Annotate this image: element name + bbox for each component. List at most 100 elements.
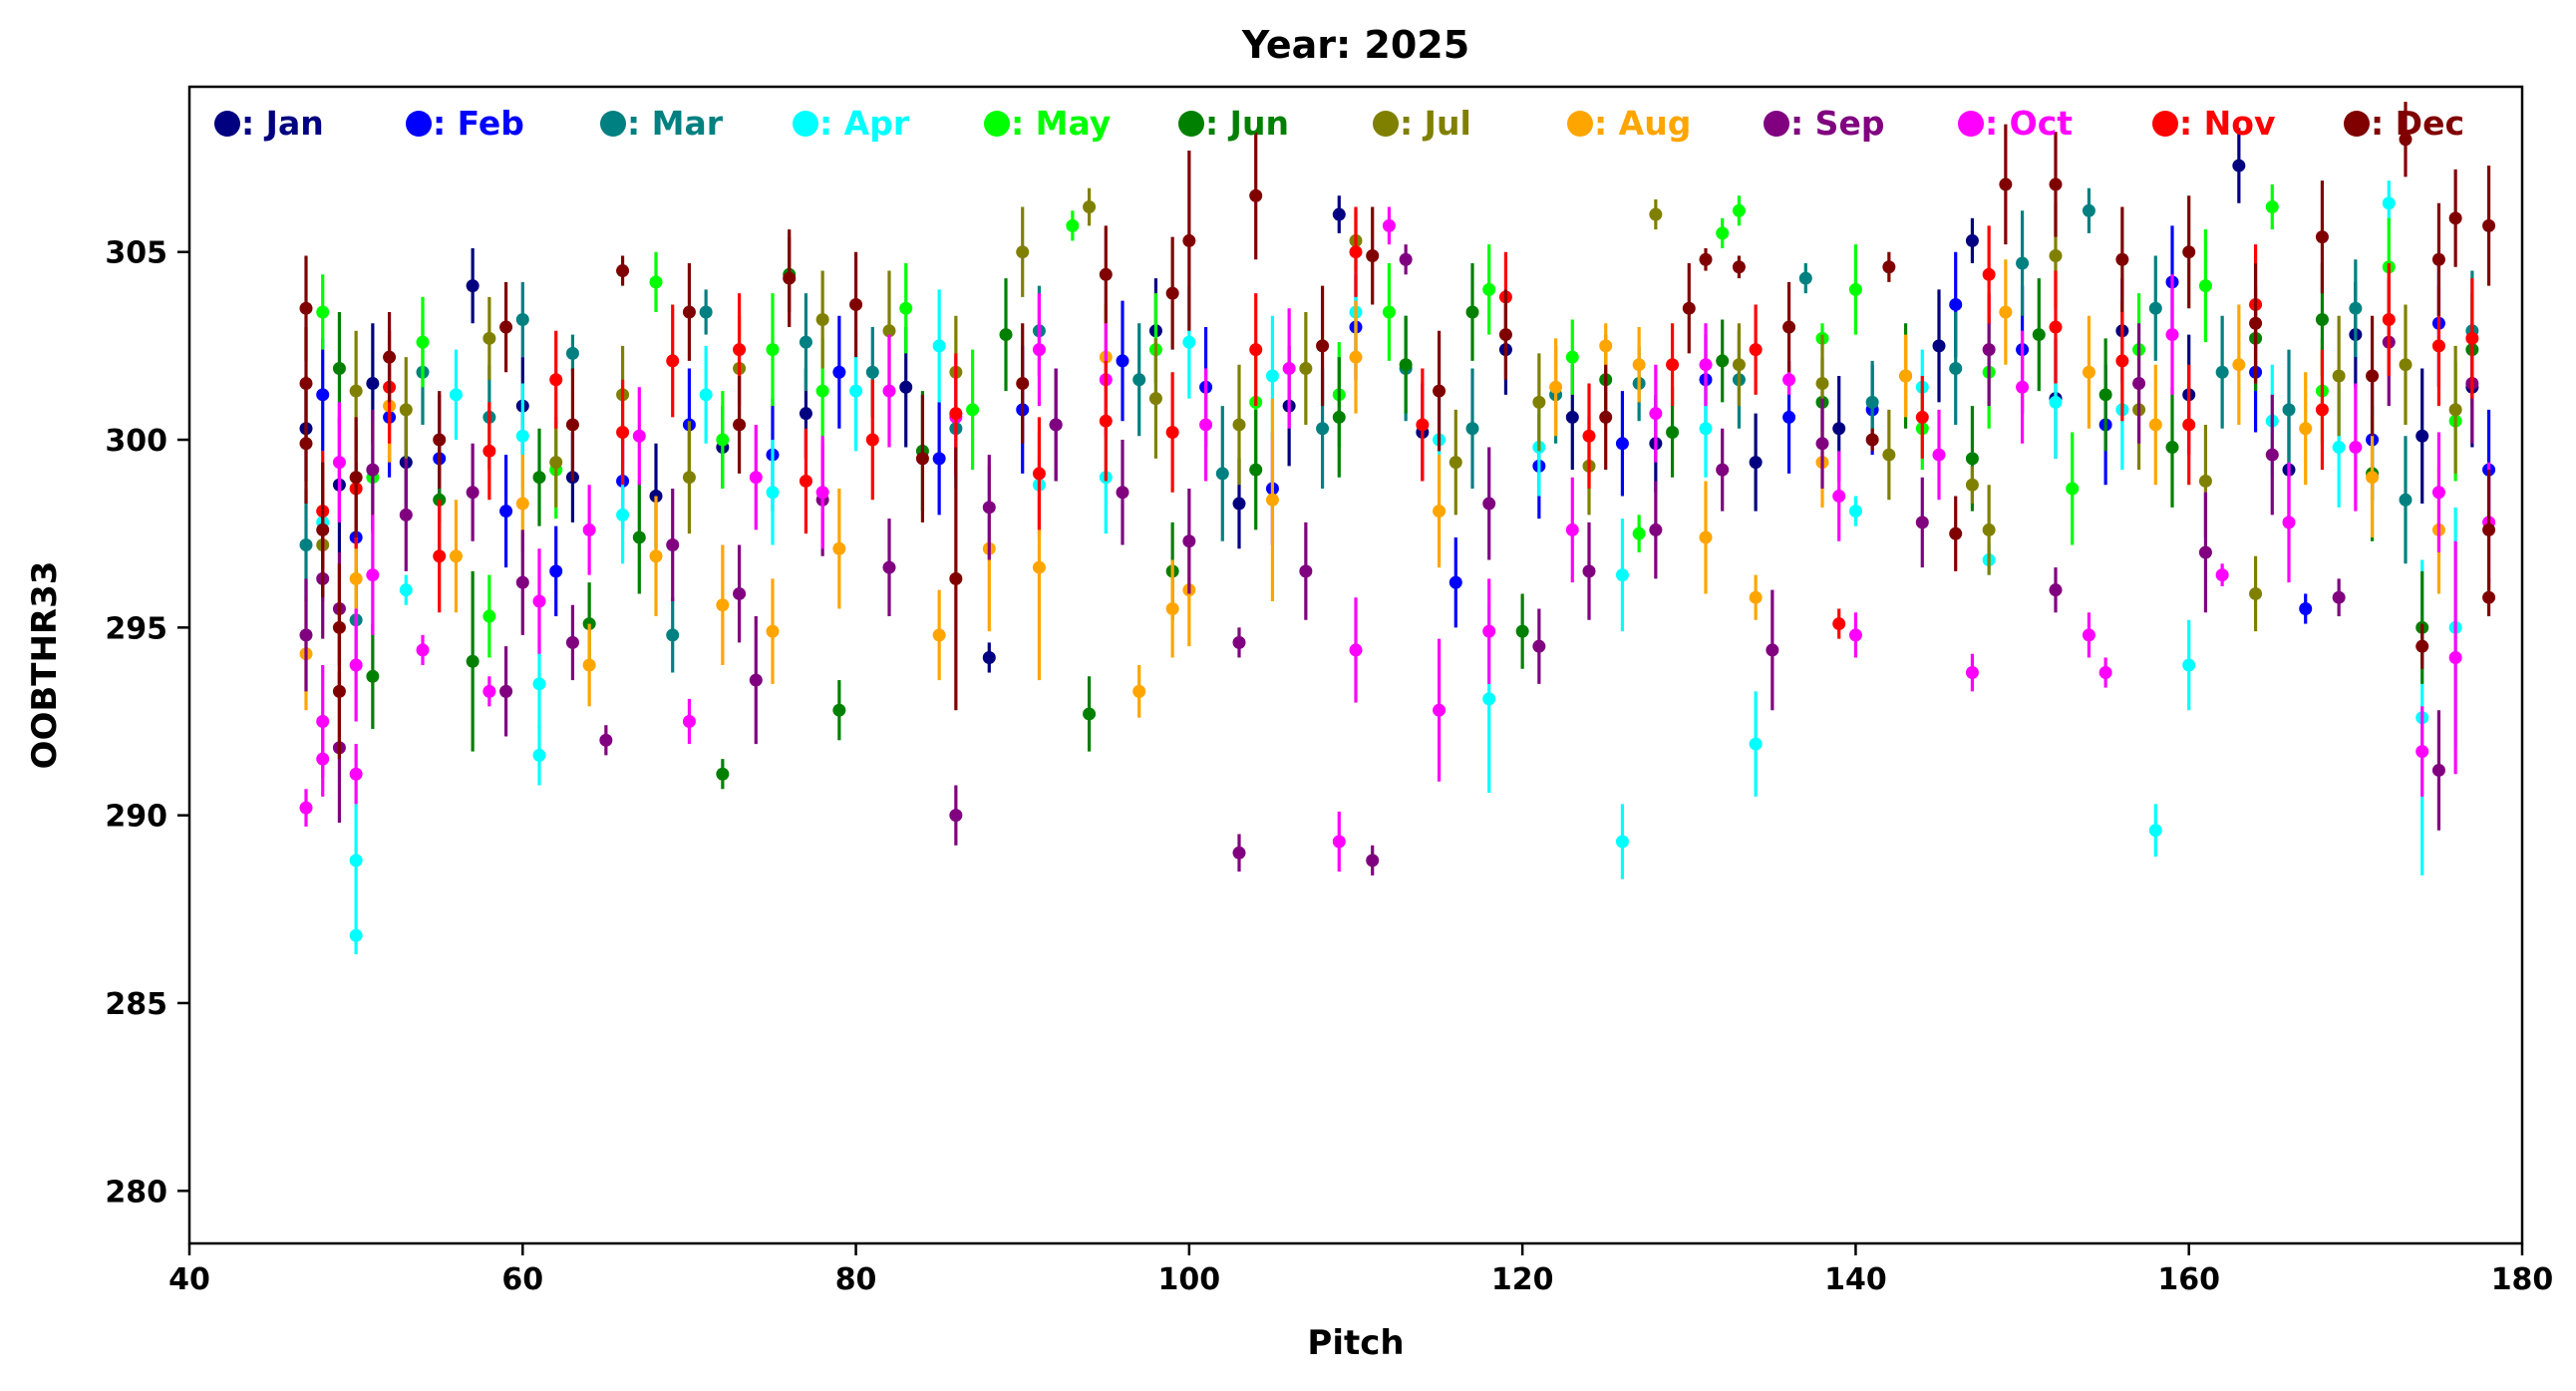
data-point-11-10 — [565, 418, 579, 432]
data-point-6-29 — [2249, 586, 2263, 600]
data-point-9-3 — [332, 456, 346, 470]
data-point-2-16 — [1465, 422, 1479, 436]
data-point-7-14 — [1132, 684, 1146, 698]
data-point-7-4 — [515, 497, 529, 511]
data-point-10-7 — [666, 354, 680, 368]
x-tick-label-2: 80 — [835, 1262, 877, 1297]
data-point-6-11 — [1016, 245, 1030, 259]
data-point-5-9 — [832, 703, 846, 717]
data-point-3-10 — [766, 486, 780, 500]
data-point-0-11 — [982, 650, 996, 664]
data-point-6-26 — [2049, 248, 2063, 262]
data-point-3-3 — [399, 583, 413, 597]
data-point-9-4 — [349, 658, 363, 672]
data-point-4-6 — [716, 433, 730, 447]
data-point-9-9 — [532, 594, 546, 608]
data-point-11-32 — [1865, 433, 1879, 447]
series-10 — [316, 206, 2479, 639]
data-point-9-26 — [1565, 522, 1579, 536]
data-point-11-24 — [1366, 248, 1380, 262]
data-point-7-15 — [1165, 602, 1179, 616]
data-point-10-15 — [1249, 343, 1263, 357]
data-point-8-15 — [882, 560, 896, 574]
data-point-10-8 — [733, 343, 747, 357]
data-point-5-14 — [1249, 463, 1263, 477]
data-point-9-31 — [1848, 628, 1862, 642]
data-point-4-16 — [1482, 282, 1496, 296]
data-point-10-27 — [2182, 418, 2196, 432]
data-point-8-25 — [1399, 252, 1413, 266]
data-point-7-31 — [2299, 422, 2313, 436]
series-9 — [299, 206, 2496, 872]
data-point-1-18 — [1615, 437, 1629, 451]
data-point-2-26 — [2215, 365, 2229, 379]
legend-marker-8 — [1764, 111, 1789, 137]
data-point-2-7 — [699, 305, 713, 319]
data-point-7-21 — [1599, 339, 1613, 353]
series-7 — [299, 259, 2445, 718]
data-point-6-9 — [882, 324, 896, 338]
data-point-7-30 — [2232, 358, 2246, 372]
y-tick-label-0: 280 — [105, 1175, 167, 1210]
data-point-8-27 — [1532, 639, 1546, 653]
data-point-11-11 — [616, 264, 630, 278]
data-point-4-8 — [815, 384, 829, 398]
data-point-8-11 — [666, 537, 680, 551]
data-point-4-0 — [316, 305, 330, 319]
data-point-3-8 — [616, 508, 630, 522]
data-point-8-29 — [1649, 522, 1663, 536]
data-point-2-6 — [666, 628, 680, 642]
data-point-5-21 — [1716, 354, 1730, 368]
data-point-2-28 — [2349, 301, 2363, 315]
data-point-8-24 — [1366, 854, 1380, 868]
data-point-10-22 — [1832, 617, 1846, 631]
data-point-11-8 — [433, 433, 447, 447]
data-point-3-23 — [1699, 422, 1713, 436]
data-point-10-12 — [1032, 467, 1046, 481]
data-point-3-12 — [932, 339, 946, 353]
data-point-11-28 — [1682, 301, 1696, 315]
data-point-6-31 — [2399, 358, 2413, 372]
legend-label-3: : Apr — [819, 104, 910, 143]
legend-label-8: : Sep — [1790, 104, 1884, 143]
data-point-8-31 — [1766, 643, 1779, 657]
data-point-9-22 — [1349, 643, 1363, 657]
data-point-11-29 — [1699, 252, 1713, 266]
data-point-9-37 — [2165, 328, 2179, 342]
data-point-11-23 — [1316, 339, 1330, 353]
data-point-8-36 — [2132, 377, 2146, 391]
data-point-7-5 — [582, 658, 596, 672]
data-point-10-3 — [433, 549, 447, 563]
data-point-7-10 — [932, 628, 946, 642]
data-point-7-17 — [1265, 493, 1279, 507]
data-point-10-23 — [1915, 410, 1929, 424]
data-point-8-6 — [466, 486, 480, 500]
data-point-7-9 — [832, 541, 846, 555]
data-point-9-10 — [582, 522, 596, 536]
data-point-9-14 — [815, 486, 829, 500]
data-point-1-20 — [1782, 410, 1796, 424]
data-point-11-30 — [1732, 260, 1746, 274]
series-11 — [299, 102, 2496, 760]
data-point-0-9 — [799, 407, 812, 421]
data-point-6-20 — [1649, 207, 1663, 221]
data-point-9-41 — [2415, 745, 2429, 759]
data-point-9-7 — [416, 643, 430, 657]
data-point-9-40 — [2349, 441, 2363, 455]
data-point-11-7 — [383, 350, 397, 364]
data-point-8-8 — [515, 575, 529, 589]
data-point-0-24 — [1965, 233, 1979, 247]
legend-marker-4 — [984, 111, 1010, 137]
x-tick-label-3: 100 — [1158, 1262, 1221, 1297]
data-point-2-21 — [1865, 395, 1879, 409]
data-point-7-29 — [2148, 418, 2162, 432]
legend-label-11: : Dec — [2371, 104, 2464, 143]
y-tick-label-1: 285 — [105, 987, 167, 1022]
data-point-5-1 — [366, 669, 380, 683]
data-point-3-22 — [1615, 835, 1629, 849]
x-tick-label-7: 180 — [2491, 1262, 2554, 1297]
data-point-9-21 — [1332, 835, 1346, 849]
data-point-3-7 — [532, 677, 546, 691]
